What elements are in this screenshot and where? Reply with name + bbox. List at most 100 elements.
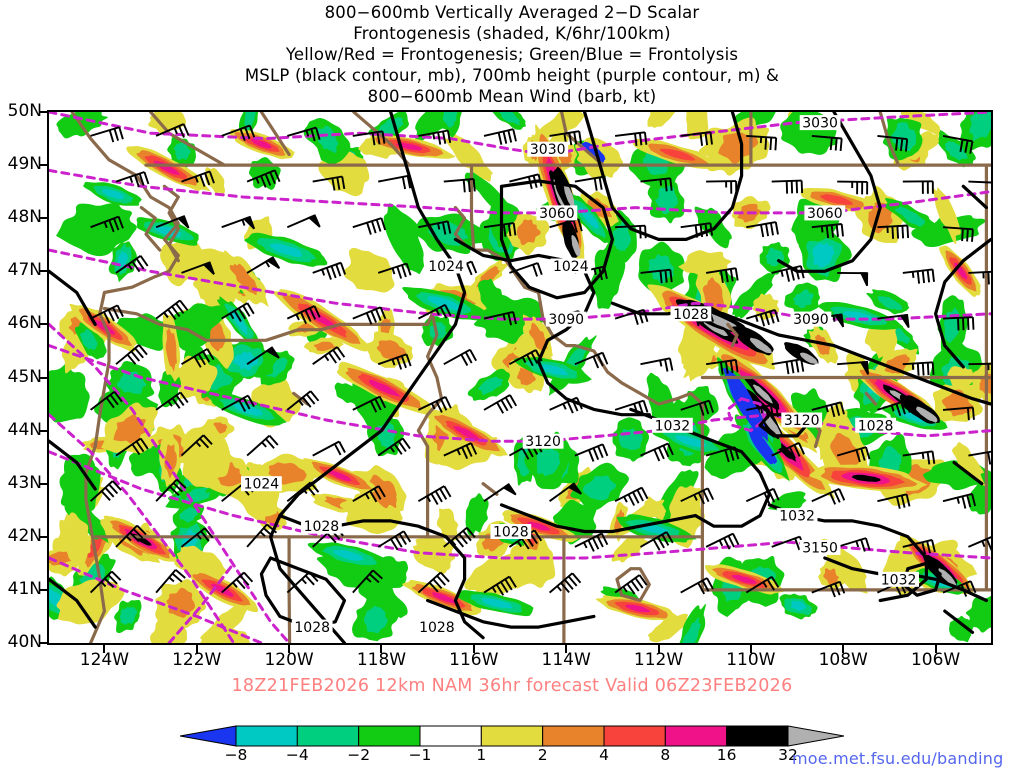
colorbar-tick-label: 4 bbox=[599, 746, 609, 764]
height-contour-label: 3120 bbox=[784, 413, 820, 429]
contour-3120 bbox=[49, 344, 991, 443]
shading-band bbox=[478, 376, 503, 395]
shading-band bbox=[851, 474, 881, 482]
shading-band bbox=[164, 444, 177, 479]
shading-band bbox=[383, 203, 425, 275]
lon-tick-mark bbox=[103, 645, 106, 653]
colorbar-segment bbox=[603, 725, 666, 747]
wind-barb bbox=[942, 226, 974, 242]
lon-tick-label: 122W bbox=[172, 650, 222, 670]
shading-band bbox=[501, 535, 556, 589]
shading-band bbox=[952, 442, 986, 486]
wind-barb bbox=[312, 346, 346, 365]
wind-barb bbox=[680, 222, 714, 238]
colorbar-under-arrow bbox=[180, 725, 237, 747]
lat-tick-label: 41N bbox=[7, 578, 42, 599]
shading-band bbox=[244, 112, 256, 136]
title-line-1: 800−600mb Vertically Averaged 2−D Scalar bbox=[324, 3, 700, 22]
shading-core-gray bbox=[571, 234, 581, 257]
lat-tick-mark bbox=[39, 588, 47, 591]
wind-barb bbox=[549, 396, 583, 414]
colorbar-tick-label: −8 bbox=[224, 746, 248, 764]
shading-band bbox=[80, 329, 98, 351]
wind-barb bbox=[312, 261, 346, 280]
lat-tick-label: 43N bbox=[7, 472, 42, 493]
wind-barb bbox=[90, 390, 123, 411]
wind-barb bbox=[706, 180, 738, 194]
source-watermark: moe.met.fsu.edu/banding bbox=[792, 749, 1004, 768]
shading-band bbox=[589, 242, 626, 309]
shading-band bbox=[481, 598, 513, 609]
wind-barb bbox=[680, 487, 715, 505]
wind-barb bbox=[483, 575, 517, 596]
wind-barb bbox=[771, 265, 805, 282]
lon-tick-mark bbox=[842, 645, 845, 653]
lon-tick-label: 114W bbox=[541, 650, 591, 670]
shading-band bbox=[812, 242, 835, 269]
mslp-contour-label: 1024 bbox=[428, 259, 464, 275]
colorbar-segment bbox=[296, 725, 360, 747]
wind-barb bbox=[968, 450, 991, 465]
wind-barb bbox=[443, 526, 476, 548]
lon-tick-mark bbox=[195, 645, 198, 653]
wind-barb bbox=[286, 571, 319, 594]
lon-tick-label: 116W bbox=[449, 650, 499, 670]
shading-band bbox=[894, 206, 926, 227]
wind-barb bbox=[640, 357, 674, 372]
mslp-1028-south2 bbox=[426, 598, 596, 629]
wind-barb bbox=[614, 399, 649, 416]
wind-barb bbox=[877, 224, 910, 239]
wind-barb bbox=[90, 215, 124, 233]
wind-barb bbox=[181, 261, 215, 275]
shading-band bbox=[119, 607, 138, 625]
shading-band bbox=[432, 592, 457, 604]
wind-barb bbox=[417, 303, 452, 320]
shading-band bbox=[932, 187, 961, 245]
title-line-4: MSLP (black contour, mb), 700mb height (… bbox=[244, 66, 780, 85]
mslp-1024-loop bbox=[499, 179, 614, 300]
wind-barb bbox=[877, 493, 911, 509]
lon-tick-label: 124W bbox=[79, 650, 130, 670]
colorbar-tick-label: 32 bbox=[778, 746, 798, 764]
shading-band bbox=[949, 615, 975, 643]
lat-tick-label: 45N bbox=[7, 366, 42, 387]
wind-barb bbox=[418, 129, 452, 145]
wind-barb bbox=[574, 351, 609, 369]
shading-band bbox=[613, 221, 632, 254]
map-plot-area: 1024 1024 1028 1028 1028 1024 1032 1032 1032 1028… bbox=[47, 110, 993, 645]
shading-band bbox=[465, 493, 489, 537]
colorbar-over-arrow bbox=[787, 725, 844, 747]
wind-barb bbox=[705, 532, 740, 550]
wind-barb bbox=[574, 175, 608, 191]
wind-barb bbox=[89, 480, 122, 502]
wind-barb bbox=[902, 450, 936, 465]
contour-label-bg bbox=[241, 476, 282, 492]
wind-barb bbox=[352, 485, 386, 503]
contour-label-bg bbox=[301, 518, 342, 534]
shading-band bbox=[333, 550, 364, 561]
contour-label-bg bbox=[781, 412, 823, 428]
contour-label-bg bbox=[490, 524, 532, 539]
wind-barb bbox=[836, 446, 871, 463]
wind-barb bbox=[115, 437, 149, 457]
wind-barb bbox=[509, 262, 543, 277]
wind-barb bbox=[615, 224, 647, 239]
shading-band bbox=[58, 512, 91, 564]
shading-band bbox=[820, 194, 853, 205]
wind-barb bbox=[483, 394, 518, 414]
wind-barb bbox=[155, 215, 190, 229]
chart-title-block: 800−600mb Vertically Averaged 2−D Scalar… bbox=[0, 2, 1024, 107]
lon-tick-mark bbox=[288, 645, 291, 653]
wind-barb bbox=[246, 346, 280, 365]
shading-core-gray bbox=[916, 406, 938, 423]
wind-barb bbox=[614, 486, 649, 506]
colorbar-segment bbox=[419, 725, 482, 747]
shading-band bbox=[56, 579, 125, 625]
shading-core-gray bbox=[938, 568, 957, 587]
wind-barb bbox=[549, 482, 582, 502]
wind-barb bbox=[705, 446, 740, 463]
shading-band bbox=[210, 583, 234, 597]
mslp-contour-label: 1032 bbox=[655, 418, 691, 434]
wind-barb bbox=[968, 362, 991, 371]
wind-barb bbox=[417, 485, 452, 505]
